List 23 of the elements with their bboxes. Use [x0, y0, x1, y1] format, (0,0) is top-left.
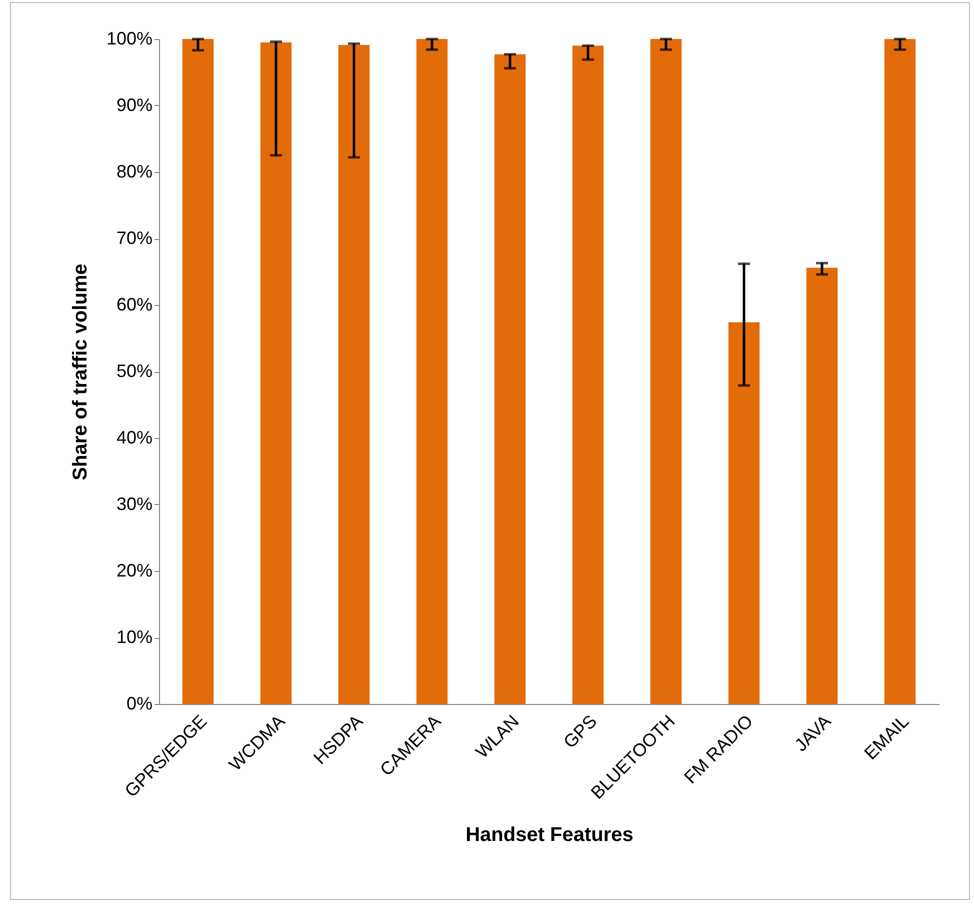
- bar: [650, 39, 682, 704]
- y-tick-label: 40%: [116, 428, 152, 448]
- bar: [494, 54, 526, 704]
- y-tick-label: 20%: [116, 560, 152, 580]
- bar: [260, 42, 292, 704]
- bar: [338, 44, 370, 704]
- y-tick-label: 80%: [116, 162, 152, 182]
- y-tick-label: 100%: [106, 28, 152, 48]
- bar: [728, 322, 760, 704]
- y-tick-label: 0%: [126, 694, 152, 714]
- x-axis-title: Handset Features: [466, 824, 634, 846]
- y-tick-label: 30%: [116, 494, 152, 514]
- bar: [806, 268, 838, 704]
- bar: [416, 39, 448, 704]
- y-tick-label: 10%: [116, 627, 152, 647]
- y-tick-label: 50%: [116, 361, 152, 381]
- y-axis-title: Share of traffic volume: [69, 264, 92, 480]
- bar: [182, 39, 214, 704]
- y-tick-label: 70%: [116, 228, 152, 248]
- bar: [884, 39, 916, 704]
- y-tick-label: 60%: [116, 294, 152, 314]
- bar: [572, 46, 604, 704]
- y-tick-label: 90%: [116, 95, 152, 115]
